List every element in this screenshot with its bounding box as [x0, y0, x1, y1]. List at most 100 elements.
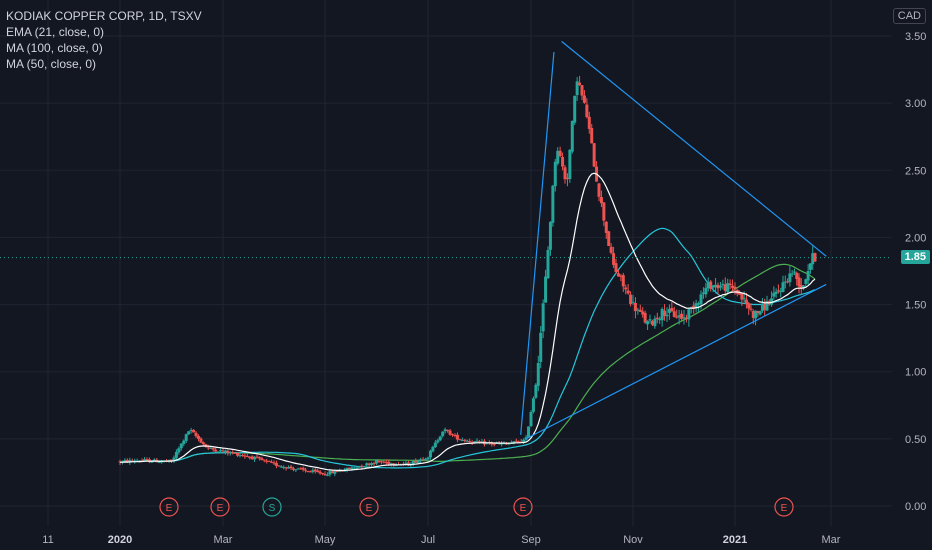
currency-label[interactable]: CAD: [892, 8, 926, 24]
candle-body: [150, 461, 154, 463]
candle-body: [387, 461, 391, 465]
candle-body: [740, 293, 744, 300]
candle-body: [701, 292, 705, 294]
trendline: [525, 283, 827, 440]
event-marker[interactable]: E: [513, 497, 533, 517]
candle-body: [458, 439, 462, 441]
candle-body: [451, 434, 455, 436]
candle-body: [375, 460, 378, 464]
candle-body: [250, 456, 254, 460]
time-tick-label: 2020: [108, 534, 132, 546]
candle-body: [536, 363, 540, 386]
candle-body: [433, 442, 437, 448]
time-axis[interactable]: 11 2020 Mar May Jul Sep Nov 2021 Mar: [42, 534, 841, 546]
candle-body: [774, 291, 778, 294]
candle-body: [570, 120, 574, 152]
candle-body: [206, 447, 210, 449]
candle-body: [140, 460, 144, 462]
ma50-legend[interactable]: MA (50, close, 0): [6, 57, 97, 71]
candle-body: [799, 285, 803, 289]
candle-body: [270, 461, 274, 463]
symbol-title[interactable]: KODIAK COPPER CORP, 1D, TSXV: [6, 9, 202, 23]
candle-body: [257, 457, 261, 459]
candle-body: [749, 308, 753, 310]
candle-body: [123, 460, 127, 462]
candle-body: [665, 314, 669, 317]
candle-body: [624, 287, 628, 290]
candle-body: [313, 469, 317, 472]
candle-body: [604, 221, 608, 233]
candle-body: [428, 450, 432, 458]
candle-body: [411, 461, 415, 465]
ema21-line: [119, 172, 816, 471]
candle-body: [783, 281, 787, 283]
candle-body: [699, 294, 703, 305]
candle-body: [781, 282, 785, 292]
candle-body: [731, 285, 735, 288]
price-axis[interactable]: 0.00 0.50 1.00 1.50 2.00 2.50 3.00 3.50: [905, 31, 926, 513]
candle-body: [157, 461, 161, 463]
candle-body: [492, 443, 496, 445]
event-circle: [513, 497, 533, 517]
candle-body: [318, 471, 322, 474]
candle-body: [272, 462, 276, 464]
candle-body: [335, 470, 339, 473]
candle-body: [546, 249, 550, 279]
event-marker[interactable]: E: [774, 497, 794, 517]
candle-body: [680, 313, 684, 319]
candle-body: [742, 298, 746, 300]
candle-body: [643, 312, 647, 323]
candle-body: [182, 440, 186, 445]
event-label: E: [217, 503, 224, 514]
time-tick-label: 2021: [723, 534, 747, 546]
candle-body: [478, 441, 481, 443]
price-tick-label: 2.00: [905, 232, 926, 244]
event-marker[interactable]: S: [262, 497, 282, 517]
candle-body: [460, 440, 464, 442]
candle-body: [219, 450, 223, 452]
candle-body: [556, 150, 560, 164]
candle-body: [531, 398, 535, 412]
candle-body: [465, 440, 469, 442]
event-marker[interactable]: E: [210, 497, 230, 517]
event-circle: [210, 497, 230, 517]
trendlines[interactable]: [520, 40, 827, 440]
candle-body: [758, 311, 762, 315]
candle-body: [262, 459, 266, 461]
candle-body: [279, 466, 283, 468]
candle-body: [177, 448, 181, 453]
ema21-path: [119, 172, 816, 471]
candle-body: [626, 290, 630, 294]
candle-body: [426, 457, 430, 460]
candle-body: [404, 462, 408, 464]
candle-body: [721, 284, 725, 286]
ma100-legend[interactable]: MA (100, close, 0): [6, 41, 103, 55]
candle-body: [788, 273, 792, 283]
candle-body: [633, 302, 637, 312]
candle-body: [296, 468, 300, 470]
candle-body: [561, 157, 565, 167]
candle-body: [751, 311, 755, 318]
candle-body: [813, 253, 817, 262]
candle-body: [609, 246, 613, 253]
candle-body: [236, 452, 240, 456]
candle-body: [431, 446, 435, 452]
time-tick-label: Jul: [421, 534, 435, 546]
time-tick-label: Mar: [214, 534, 233, 546]
candle-body: [548, 221, 552, 250]
candle-body: [772, 293, 776, 297]
candle-body: [231, 452, 235, 454]
candle-body: [670, 307, 674, 312]
candle-body: [578, 82, 582, 86]
candle-body: [641, 311, 645, 315]
candle-body: [345, 467, 349, 471]
event-marker[interactable]: E: [359, 497, 379, 517]
candle-body: [299, 468, 303, 470]
ema21-legend[interactable]: EMA (21, close, 0): [6, 25, 105, 39]
price-tick-label: 2.50: [905, 165, 926, 177]
candle-body: [245, 456, 249, 458]
event-marker[interactable]: E: [159, 497, 179, 517]
time-tick-label: Nov: [623, 534, 643, 546]
